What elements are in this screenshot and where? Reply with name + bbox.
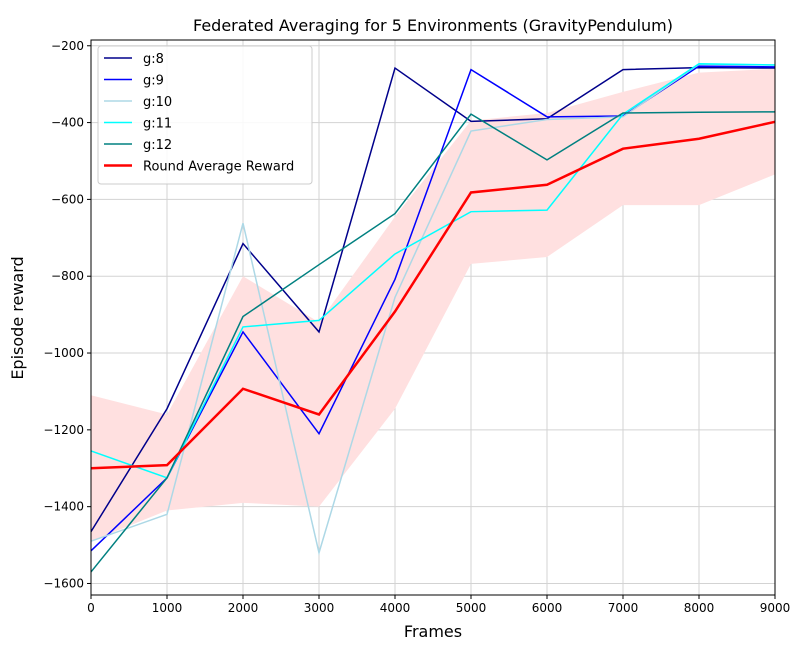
y-axis-label: Episode reward: [8, 256, 27, 379]
y-tick-label: −1600: [43, 576, 84, 590]
x-tick-label: 2000: [228, 601, 259, 615]
legend-label-round-average-reward: Round Average Reward: [143, 160, 294, 175]
series-lines: [90, 63, 776, 573]
legend-label-g-11: g:11: [143, 117, 172, 132]
x-tick-label: 7000: [608, 601, 639, 615]
x-tick-label: 9000: [760, 601, 791, 615]
x-axis-ticks: 0 1000 2000 3000 4000 5000 6000 7000 8000 9000: [87, 595, 790, 615]
x-tick-label: 5000: [456, 601, 487, 615]
y-tick-label: −1000: [43, 346, 84, 360]
x-axis-label: Frames: [404, 622, 462, 641]
legend: g:8 g:9 g:10 g:11 g:12 Round Average Reward: [97, 45, 313, 185]
chart-title: Federated Averaging for 5 Environments (…: [193, 16, 673, 35]
band-area: [91, 68, 775, 542]
legend-label-g-12: g:12: [143, 138, 172, 153]
series-line-g-8: [90, 66, 776, 533]
y-tick-label: −1400: [43, 500, 84, 514]
x-tick-label: 4000: [380, 601, 411, 615]
legend-label-g-8: g:8: [143, 52, 164, 67]
legend-box: [97, 45, 313, 185]
confidence-band: [91, 68, 775, 542]
legend-label-g-10: g:10: [143, 95, 172, 110]
series-line-g-12: [90, 111, 776, 573]
x-tick-label: 0: [87, 601, 95, 615]
y-axis-ticks: −1600 −1400 −1200 −1000 −800 −600 −400 −200: [43, 39, 91, 590]
y-tick-label: −200: [51, 39, 84, 53]
x-tick-label: 8000: [684, 601, 715, 615]
series-line-round-average-reward: [90, 120, 776, 470]
series-line-g-10: [90, 63, 776, 556]
x-tick-label: 1000: [152, 601, 183, 615]
y-tick-label: −600: [51, 192, 84, 206]
y-tick-label: −400: [51, 116, 84, 130]
x-tick-label: 6000: [532, 601, 563, 615]
plot-frame: [90, 39, 776, 596]
series-line-g-11: [90, 63, 776, 479]
legend-label-g-9: g:9: [143, 74, 164, 89]
x-tick-label: 3000: [304, 601, 335, 615]
y-tick-label: −800: [51, 269, 84, 283]
y-tick-label: −1200: [43, 423, 84, 437]
